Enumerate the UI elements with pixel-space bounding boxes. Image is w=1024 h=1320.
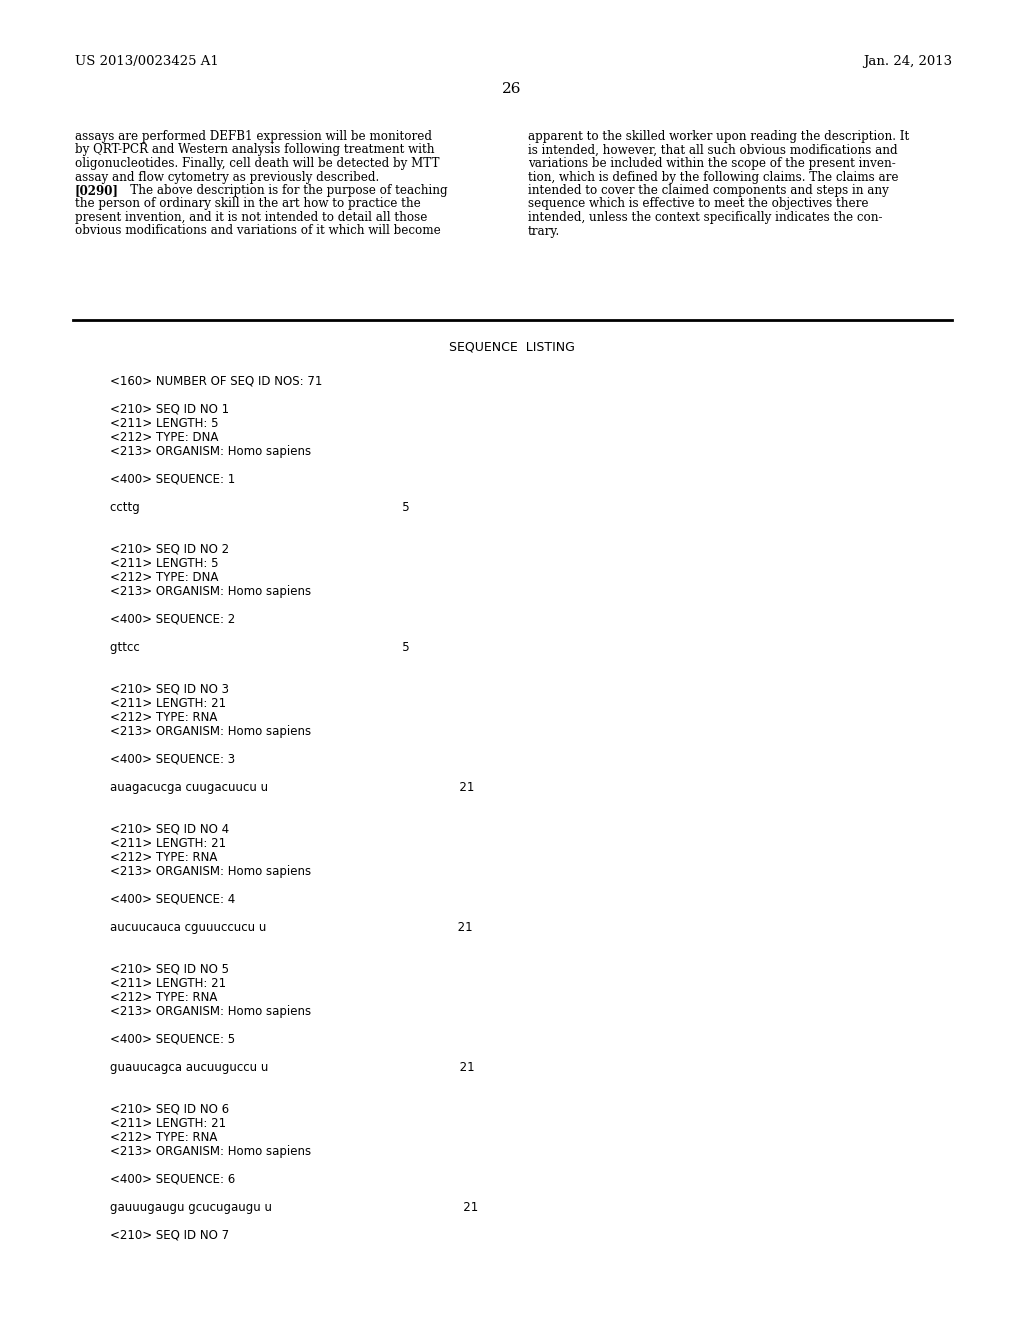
Text: <212> TYPE: DNA: <212> TYPE: DNA bbox=[110, 432, 218, 444]
Text: <400> SEQUENCE: 1: <400> SEQUENCE: 1 bbox=[110, 473, 236, 486]
Text: <210> SEQ ID NO 6: <210> SEQ ID NO 6 bbox=[110, 1104, 229, 1115]
Text: <400> SEQUENCE: 2: <400> SEQUENCE: 2 bbox=[110, 612, 236, 626]
Text: <210> SEQ ID NO 5: <210> SEQ ID NO 5 bbox=[110, 964, 229, 975]
Text: <213> ORGANISM: Homo sapiens: <213> ORGANISM: Homo sapiens bbox=[110, 1005, 311, 1018]
Text: assay and flow cytometry as previously described.: assay and flow cytometry as previously d… bbox=[75, 170, 379, 183]
Text: Jan. 24, 2013: Jan. 24, 2013 bbox=[863, 55, 952, 69]
Text: <210> SEQ ID NO 3: <210> SEQ ID NO 3 bbox=[110, 682, 229, 696]
Text: <212> TYPE: RNA: <212> TYPE: RNA bbox=[110, 711, 217, 723]
Text: <212> TYPE: DNA: <212> TYPE: DNA bbox=[110, 572, 218, 583]
Text: apparent to the skilled worker upon reading the description. It: apparent to the skilled worker upon read… bbox=[528, 129, 909, 143]
Text: <212> TYPE: RNA: <212> TYPE: RNA bbox=[110, 851, 217, 865]
Text: <212> TYPE: RNA: <212> TYPE: RNA bbox=[110, 991, 217, 1005]
Text: <211> LENGTH: 21: <211> LENGTH: 21 bbox=[110, 977, 226, 990]
Text: gttcc                                                                      5: gttcc 5 bbox=[110, 642, 410, 653]
Text: <213> ORGANISM: Homo sapiens: <213> ORGANISM: Homo sapiens bbox=[110, 725, 311, 738]
Text: ccttg                                                                      5: ccttg 5 bbox=[110, 502, 410, 513]
Text: guauucagca aucuuguccu u                                                   21: guauucagca aucuuguccu u 21 bbox=[110, 1061, 475, 1074]
Text: tion, which is defined by the following claims. The claims are: tion, which is defined by the following … bbox=[528, 170, 898, 183]
Text: gauuugaugu gcucugaugu u                                                   21: gauuugaugu gcucugaugu u 21 bbox=[110, 1201, 478, 1214]
Text: variations be included within the scope of the present inven-: variations be included within the scope … bbox=[528, 157, 896, 170]
Text: <211> LENGTH: 21: <211> LENGTH: 21 bbox=[110, 1117, 226, 1130]
Text: assays are performed DEFB1 expression will be monitored: assays are performed DEFB1 expression wi… bbox=[75, 129, 432, 143]
Text: US 2013/0023425 A1: US 2013/0023425 A1 bbox=[75, 55, 219, 69]
Text: 26: 26 bbox=[502, 82, 522, 96]
Text: sequence which is effective to meet the objectives there: sequence which is effective to meet the … bbox=[528, 198, 868, 210]
Text: <212> TYPE: RNA: <212> TYPE: RNA bbox=[110, 1131, 217, 1144]
Text: [0290]: [0290] bbox=[75, 183, 119, 197]
Text: <160> NUMBER OF SEQ ID NOS: 71: <160> NUMBER OF SEQ ID NOS: 71 bbox=[110, 375, 323, 388]
Text: is intended, however, that all such obvious modifications and: is intended, however, that all such obvi… bbox=[528, 144, 898, 157]
Text: the person of ordinary skill in the art how to practice the: the person of ordinary skill in the art … bbox=[75, 198, 421, 210]
Text: <213> ORGANISM: Homo sapiens: <213> ORGANISM: Homo sapiens bbox=[110, 1144, 311, 1158]
Text: intended, unless the context specifically indicates the con-: intended, unless the context specificall… bbox=[528, 211, 883, 224]
Text: SEQUENCE  LISTING: SEQUENCE LISTING bbox=[450, 341, 574, 352]
Text: <213> ORGANISM: Homo sapiens: <213> ORGANISM: Homo sapiens bbox=[110, 865, 311, 878]
Text: oligonucleotides. Finally, cell death will be detected by MTT: oligonucleotides. Finally, cell death wi… bbox=[75, 157, 439, 170]
Text: <213> ORGANISM: Homo sapiens: <213> ORGANISM: Homo sapiens bbox=[110, 585, 311, 598]
Text: <400> SEQUENCE: 6: <400> SEQUENCE: 6 bbox=[110, 1173, 236, 1185]
Text: intended to cover the claimed components and steps in any: intended to cover the claimed components… bbox=[528, 183, 889, 197]
Text: by QRT-PCR and Western analysis following treatment with: by QRT-PCR and Western analysis followin… bbox=[75, 144, 434, 157]
Text: <211> LENGTH: 5: <211> LENGTH: 5 bbox=[110, 557, 218, 570]
Text: obvious modifications and variations of it which will become: obvious modifications and variations of … bbox=[75, 224, 440, 238]
Text: <211> LENGTH: 21: <211> LENGTH: 21 bbox=[110, 837, 226, 850]
Text: <211> LENGTH: 21: <211> LENGTH: 21 bbox=[110, 697, 226, 710]
Text: <211> LENGTH: 5: <211> LENGTH: 5 bbox=[110, 417, 218, 430]
Text: <210> SEQ ID NO 7: <210> SEQ ID NO 7 bbox=[110, 1229, 229, 1242]
Text: <400> SEQUENCE: 3: <400> SEQUENCE: 3 bbox=[110, 752, 236, 766]
Text: aucuucauca cguuuccucu u                                                   21: aucuucauca cguuuccucu u 21 bbox=[110, 921, 473, 935]
Text: <400> SEQUENCE: 5: <400> SEQUENCE: 5 bbox=[110, 1034, 236, 1045]
Text: The above description is for the purpose of teaching: The above description is for the purpose… bbox=[119, 183, 447, 197]
Text: <213> ORGANISM: Homo sapiens: <213> ORGANISM: Homo sapiens bbox=[110, 445, 311, 458]
Text: <210> SEQ ID NO 2: <210> SEQ ID NO 2 bbox=[110, 543, 229, 556]
Text: <400> SEQUENCE: 4: <400> SEQUENCE: 4 bbox=[110, 894, 236, 906]
Text: <210> SEQ ID NO 4: <210> SEQ ID NO 4 bbox=[110, 822, 229, 836]
Text: auagacucga cuugacuucu u                                                   21: auagacucga cuugacuucu u 21 bbox=[110, 781, 474, 795]
Text: present invention, and it is not intended to detail all those: present invention, and it is not intende… bbox=[75, 211, 427, 224]
Text: <210> SEQ ID NO 1: <210> SEQ ID NO 1 bbox=[110, 403, 229, 416]
Text: trary.: trary. bbox=[528, 224, 560, 238]
